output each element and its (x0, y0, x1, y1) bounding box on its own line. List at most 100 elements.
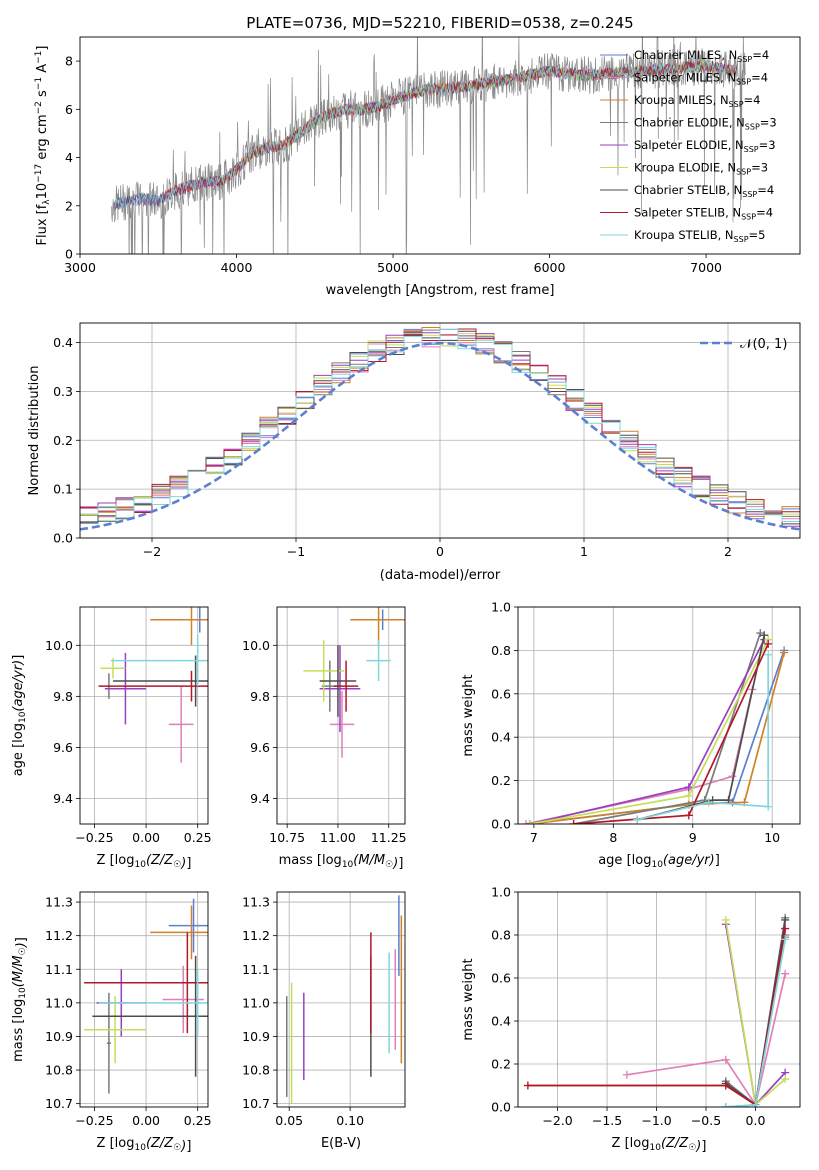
tick-label-x: 0.25 (184, 1113, 212, 1128)
tick-label-x: 8 (609, 830, 617, 845)
y-axis-label: age [log10(age/yr)] (11, 655, 28, 777)
data-point-marker (724, 796, 733, 805)
legend-label: Kroupa STELIB, NSSP=5 (634, 228, 765, 244)
tick-label-x: 0.25 (184, 830, 212, 845)
tick-label-y: 0.1 (53, 482, 73, 497)
tick-label-y: 0.8 (491, 643, 511, 658)
tick-label-x: 3000 (64, 260, 96, 275)
tick-label-y: 0.4 (491, 730, 511, 745)
residual-chart: −2 −1 0 1 2 0.0 0.1 0.2 0.3 0.4 𝒩(0, 1) (data-model… (27, 322, 801, 583)
tick-label-x: 0.0 (746, 1113, 766, 1128)
tick-label-y: 2 (65, 198, 73, 213)
plot-area (523, 913, 790, 1107)
tick-label-x: 0 (436, 544, 444, 559)
tick-label-y: 11.2 (45, 928, 73, 943)
tick-label-y: 10.0 (45, 638, 73, 653)
legend-label: Chabrier MILES, NSSP=4 (634, 48, 769, 64)
legend-label: 𝒩(0, 1) (740, 337, 787, 352)
tick-label-x: 10 (764, 830, 780, 845)
tick-label-x: −1.5 (592, 1113, 622, 1128)
tick-label-x: −2 (143, 544, 161, 559)
axes-frame (79, 36, 801, 255)
tick-label-y: 11.0 (45, 995, 73, 1010)
tick-label-y: 10.8 (45, 1063, 73, 1078)
tick-label-y: 0.2 (491, 1057, 511, 1072)
tick-label-y: 0.4 (53, 335, 73, 350)
tick-label-x: 2 (724, 544, 732, 559)
plot-area (84, 898, 208, 1094)
data-point-marker (523, 1081, 532, 1090)
data-point-marker (684, 811, 693, 820)
data-point-marker (764, 650, 773, 659)
tick-label-x: 1 (580, 544, 588, 559)
axes-frame (79, 606, 209, 825)
plot-area (80, 327, 800, 531)
tick-label-x: 0.10 (336, 1113, 364, 1128)
data-point-marker (525, 820, 534, 824)
tick-label-x: −0.25 (75, 830, 113, 845)
weight-line-7 (527, 928, 787, 1107)
data-point-marker (751, 1100, 760, 1107)
plot-area (286, 895, 403, 1104)
tick-label-x: −0.25 (75, 1113, 113, 1128)
data-point-marker (781, 969, 790, 978)
legend-label: Chabrier STELIB, NSSP=4 (634, 183, 774, 199)
tick-label-y: 0.2 (53, 433, 73, 448)
tick-label-x: 7 (530, 830, 538, 845)
tick-label-x: 4000 (221, 260, 253, 275)
tick-label-y: 10.0 (242, 638, 270, 653)
tick-label-x: 11.25 (371, 830, 407, 845)
data-point-marker (764, 639, 773, 648)
tick-label-y: 1.0 (491, 885, 511, 900)
axes-frame (276, 606, 406, 825)
spectrum-data-line (110, 37, 746, 254)
data-point-marker (760, 631, 769, 640)
data-point-marker (569, 820, 578, 824)
tick-label-y: 9.4 (250, 791, 270, 806)
tick-label-y: 4 (65, 150, 73, 165)
model-fit-line-8 (114, 59, 738, 208)
y-axis-label: Normed distribution (27, 366, 42, 496)
weight-line-1 (626, 973, 787, 1107)
tick-label-y: 0.0 (491, 817, 511, 832)
tick-label-y: 0.3 (53, 384, 73, 399)
x-axis-label: age [log10(age/yr)] (598, 853, 720, 870)
data-point-marker (633, 815, 642, 824)
tick-label-y: 0 (65, 247, 73, 262)
axes-frame (276, 891, 406, 1108)
mass-vs-extinction-chart: 0.05 0.10 10.7 10.8 10.9 11.0 11.1 11.2 11.3 E(B-… (242, 891, 406, 1151)
data-point-marker (622, 1070, 631, 1079)
legend-label: Salpeter STELIB, NSSP=4 (634, 206, 773, 222)
tick-label-x: 0.00 (132, 1113, 160, 1128)
legend-label: Chabrier ELODIE, NSSP=3 (634, 116, 777, 132)
data-point-marker (781, 924, 790, 933)
tick-label-y: 11.1 (242, 962, 270, 977)
legend-label: Salpeter MILES, NSSP=4 (634, 71, 768, 87)
tick-label-y: 9.8 (250, 689, 270, 704)
data-point-marker (721, 915, 730, 924)
tick-label-x: −1.0 (641, 1113, 671, 1128)
tick-label-y: 11.3 (45, 895, 73, 910)
age-vs-metallicity-chart: −0.25 0.00 0.259.49.69.810.0Z [log10(Z/Z☉)… (11, 606, 212, 871)
tick-label-y: 11.2 (242, 928, 270, 943)
tick-label-y: 10.9 (45, 1029, 73, 1044)
plot-area (303, 607, 405, 758)
tick-label-y: 11.0 (242, 995, 270, 1010)
data-point-marker (684, 791, 693, 800)
data-point-marker (721, 1081, 730, 1090)
data-point-marker (780, 648, 789, 657)
legend-label: Kroupa ELODIE, NSSP=3 (634, 161, 768, 177)
x-axis-label: wavelength [Angstrom, rest frame] (326, 283, 555, 298)
tick-label-y: 10.8 (242, 1063, 270, 1078)
tick-label-y: 1.0 (491, 600, 511, 615)
tick-label-y: 11.1 (45, 962, 73, 977)
tick-label-x: −0.5 (691, 1113, 721, 1128)
y-axis-label: mass weight (461, 674, 476, 756)
axes-frame (79, 891, 209, 1108)
tick-label-x: 9 (689, 830, 697, 845)
legend-label: Salpeter ELODIE, NSSP=3 (634, 138, 776, 154)
histogram-step-8 (80, 328, 800, 522)
tick-label-y: 0.6 (491, 971, 511, 986)
plot-area (110, 37, 746, 254)
axes-frame (517, 606, 801, 825)
